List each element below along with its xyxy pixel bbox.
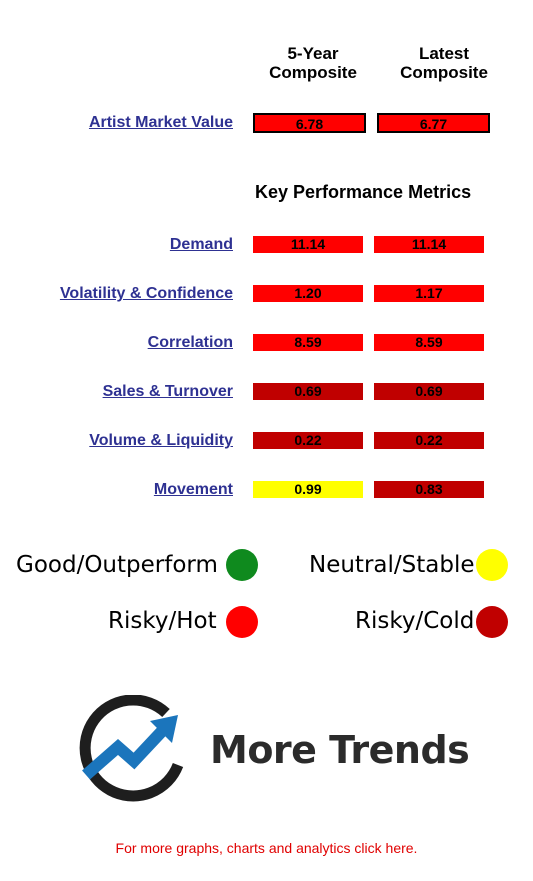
metric-correlation-5-year: 8.59 (253, 334, 363, 351)
metric-link-volume-liquidity[interactable]: Volume & Liquidity (89, 432, 233, 449)
metric-volatility-5-year: 1.20 (253, 285, 363, 302)
more-trends-logo[interactable] (78, 695, 478, 805)
column-header-latest: Latest Composite (384, 44, 504, 82)
legend-neutral-label: Neutral/Stable (309, 552, 475, 578)
legend-risky-hot-label: Risky/Hot (108, 608, 217, 634)
metric-demand-5-year: 11.14 (253, 236, 363, 253)
metric-link-volatility-confidence[interactable]: Volatility & Confidence (59, 285, 233, 302)
legend-risky-hot-dot (226, 606, 258, 638)
artist-market-value-link[interactable]: Artist Market Value (88, 114, 233, 131)
metric-volume-liquidity-latest: 0.22 (374, 432, 484, 449)
artist-market-value-5-year: 6.78 (253, 113, 366, 133)
key-performance-metrics-title: Key Performance Metrics (255, 182, 472, 202)
metric-sales-turnover-latest: 0.69 (374, 383, 484, 400)
column-header-latest-line1: Latest (418, 44, 470, 63)
logo-text: More Trends (210, 728, 470, 772)
legend-neutral-dot (476, 549, 508, 581)
column-header-5-year-line1: 5-Year (287, 44, 339, 63)
column-header-5-year-line2: Composite (269, 63, 357, 82)
metric-sales-turnover-5-year: 0.69 (253, 383, 363, 400)
metric-volatility-latest: 1.17 (374, 285, 484, 302)
metric-movement-5-year: 0.99 (253, 481, 363, 498)
trend-arrow-circle-icon (79, 695, 184, 802)
legend-risky-cold-label: Risky/Cold (355, 608, 475, 634)
metric-volume-liquidity-5-year: 0.22 (253, 432, 363, 449)
metric-movement-latest: 0.83 (374, 481, 484, 498)
metric-link-sales-turnover[interactable]: Sales & Turnover (102, 383, 233, 400)
metric-link-movement[interactable]: Movement (153, 481, 233, 498)
column-header-5-year: 5-Year Composite (253, 44, 373, 82)
artist-market-value-latest: 6.77 (377, 113, 490, 133)
legend-good-dot (226, 549, 258, 581)
legend-risky-cold-dot (476, 606, 508, 638)
metric-demand-latest: 11.14 (374, 236, 484, 253)
column-header-latest-line2: Composite (400, 63, 488, 82)
legend-good-label: Good/Outperform (16, 552, 218, 578)
metric-link-demand[interactable]: Demand (169, 236, 233, 253)
more-analytics-link[interactable]: For more graphs, charts and analytics cl… (115, 840, 418, 856)
metric-link-correlation[interactable]: Correlation (147, 334, 233, 351)
metric-correlation-latest: 8.59 (374, 334, 484, 351)
